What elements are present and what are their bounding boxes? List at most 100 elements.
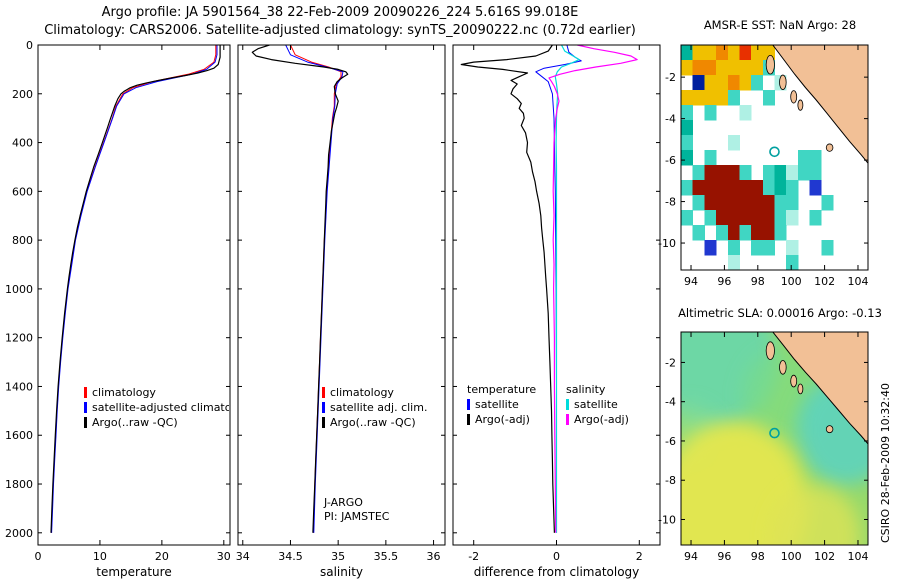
y-tick-label: 1000 [5, 283, 33, 296]
island [765, 54, 775, 75]
argo-raw-color-swatch [84, 417, 87, 428]
sst-cell [716, 45, 729, 61]
argo-raw-color-swatch [322, 417, 325, 428]
principal-investigator: PI: JAMSTEC [324, 510, 390, 523]
program-name: J-ARGO [324, 496, 363, 509]
x-axis-label: salinity [320, 565, 363, 579]
x-tick-label: 0 [553, 550, 560, 563]
x-tick-label: 30 [217, 550, 231, 563]
sst-cell [786, 210, 799, 226]
sst-cell [681, 150, 694, 166]
sst-cell [704, 105, 717, 121]
sst-cell [727, 75, 740, 91]
legend-label: satellite adj. clim. [330, 401, 428, 414]
y-tick-label: 200 [12, 88, 33, 101]
y-tick-label: 2000 [5, 527, 33, 540]
sst-cell [704, 165, 717, 181]
sst-cell [727, 60, 740, 76]
legend-item-satellite-adjusted: satellite-adjusted climatology [84, 400, 229, 415]
sst-cell [739, 180, 752, 196]
sst-cell [821, 240, 834, 256]
sst-cell [681, 120, 694, 136]
sst-cell [786, 195, 799, 211]
y-tick-label: -2 [665, 356, 676, 369]
argo-float-marker [769, 146, 780, 158]
sst-cell [681, 45, 694, 61]
sst-cell [716, 75, 729, 91]
sst-cell [786, 240, 799, 256]
figure-title-line2: Climatology: CARS2006. Satellite-adjuste… [44, 23, 636, 38]
x-tick-label: 104 [847, 550, 868, 563]
sst-cell [774, 210, 787, 226]
x-tick-label: 0 [35, 550, 42, 563]
sst-cell [716, 195, 729, 211]
sst-cell [727, 90, 740, 106]
sst-cell [716, 165, 729, 181]
sst-cell [704, 180, 717, 196]
sst-cell [739, 225, 752, 241]
series-temperature-satellite [535, 45, 582, 533]
sst-cell [692, 60, 705, 76]
sst-cell [739, 195, 752, 211]
y-tick-label: 1200 [5, 332, 33, 345]
x-tick-label: -2 [468, 550, 479, 563]
temperature-series-group [50, 45, 221, 533]
x-tick-label: 2 [636, 550, 643, 563]
y-tick-label: -10 [658, 513, 676, 526]
x-tick-label: 102 [814, 550, 835, 563]
temp-satellite-color-swatch [467, 399, 470, 410]
legend-item-temp-argo-adj: Argo(-adj) [467, 412, 567, 427]
climatology-color-swatch [84, 387, 87, 398]
y-tick-label: 400 [12, 137, 33, 150]
legend-item-satellite-adj-clim: satellite adj. clim. [322, 400, 452, 415]
sst-cell [704, 60, 717, 76]
sst-cell [739, 165, 752, 181]
sst-cell [692, 75, 705, 91]
island [825, 143, 834, 152]
island [825, 425, 834, 434]
sst-cell [727, 240, 740, 256]
sst-cell [739, 45, 752, 61]
sst-cell [774, 195, 787, 211]
sst-cell [797, 165, 810, 181]
sst-cell [739, 75, 752, 91]
sal-satellite-color-swatch [566, 399, 569, 410]
sst-cell [762, 180, 775, 196]
series-salinity-satellite [554, 45, 580, 533]
sst-cell [704, 150, 717, 166]
sst-cell [692, 90, 705, 106]
legend-item-sal-argo-adj: Argo(-adj) [566, 412, 666, 427]
sst-cell [751, 75, 764, 91]
difference-legend-salinity: salinity satellite Argo(-adj) [566, 382, 666, 427]
x-tick-label: 20 [155, 550, 169, 563]
float-program-note: J-ARGO PI: JAMSTEC [324, 496, 389, 524]
temp-argo-color-swatch [467, 414, 470, 425]
sst-cell [762, 195, 775, 211]
x-tick-label: 96 [717, 550, 731, 563]
difference-series-group [460, 45, 638, 533]
sst-cell [716, 210, 729, 226]
x-tick-label: 98 [751, 550, 765, 563]
sst-cell [704, 75, 717, 91]
sst-cell [809, 180, 822, 196]
y-tick-label: 1800 [5, 478, 33, 491]
sst-cell [692, 180, 705, 196]
legend-label: satellite-adjusted climatology [92, 401, 229, 414]
sst-cell [704, 45, 717, 61]
island [779, 74, 787, 90]
sst-cell [751, 240, 764, 256]
legend-label: climatology [92, 386, 156, 399]
island [790, 90, 798, 104]
y-tick-label: -10 [658, 237, 676, 250]
sst-cell [774, 165, 787, 181]
series-argo-raw [251, 45, 349, 533]
difference-legend-temperature: temperature satellite Argo(-adj) [467, 382, 567, 427]
sst-cell [809, 165, 822, 181]
x-axis-label: temperature [96, 565, 171, 579]
x-tick-label: 96 [717, 275, 731, 288]
sst-cell [751, 180, 764, 196]
axis-box [37, 44, 231, 546]
x-tick-label: 35.5 [374, 550, 399, 563]
sst-cell [774, 180, 787, 196]
legend-label: Argo(-adj) [475, 413, 530, 426]
